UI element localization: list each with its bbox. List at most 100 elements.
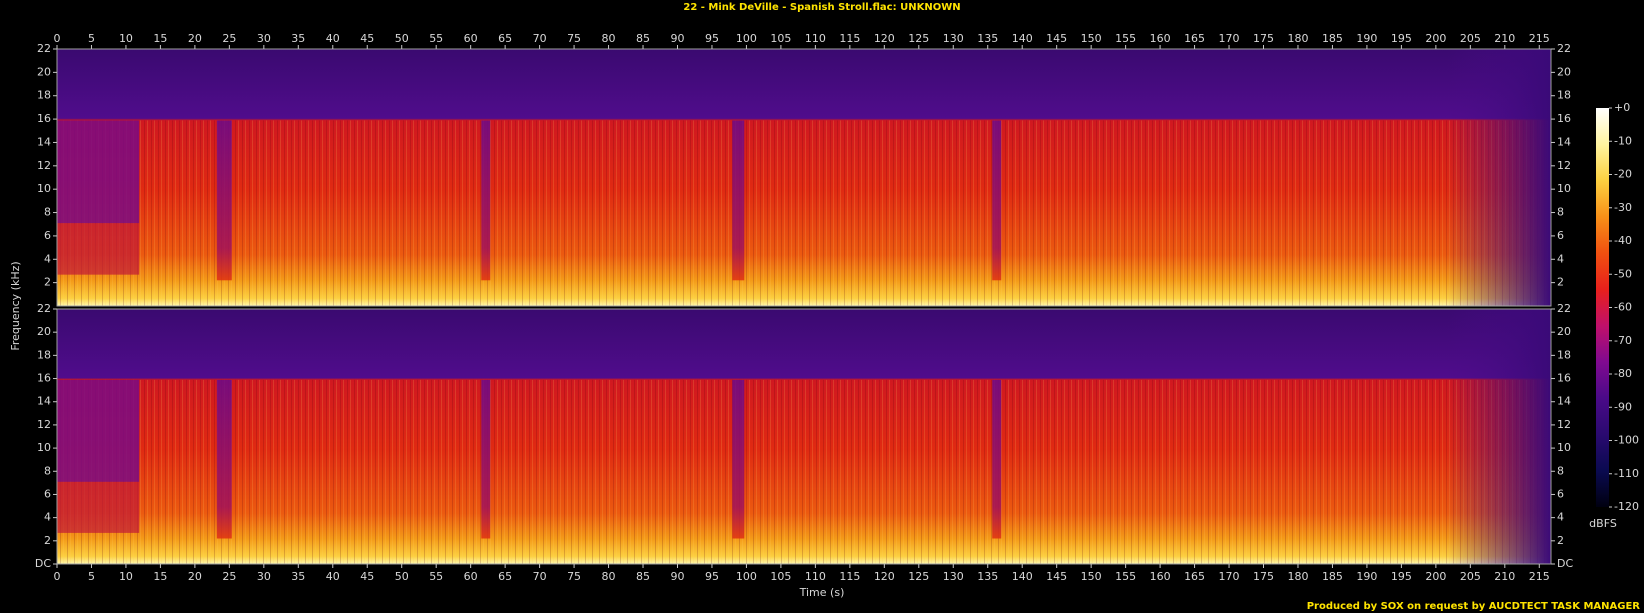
x-tick-label: 190 [1356, 32, 1377, 45]
x-tick-label: 125 [908, 32, 929, 45]
y-tick-label: 14 [37, 135, 51, 148]
x-tick-label: 20 [188, 32, 202, 45]
x-tick-label: 40 [326, 570, 340, 583]
y-axis-label: Frequency (kHz) [9, 261, 22, 350]
x-tick-label: 0 [54, 570, 61, 583]
x-tick-label: 175 [1253, 32, 1274, 45]
y-tick-label: 22 [1557, 302, 1571, 315]
y-tick-label: 2 [44, 276, 51, 289]
x-tick-label: 105 [770, 32, 791, 45]
spectrogram-texture [57, 379, 1551, 564]
y-tick-label: 6 [1557, 229, 1564, 242]
x-tick-label: 145 [1046, 32, 1067, 45]
x-tick-label: 195 [1391, 570, 1412, 583]
y-tick-label: 14 [37, 395, 51, 408]
spectrogram-gap [732, 379, 745, 539]
x-tick-label: 135 [977, 32, 998, 45]
x-tick-label: 45 [360, 570, 374, 583]
x-tick-label: 50 [395, 32, 409, 45]
x-tick-label: 30 [257, 32, 271, 45]
colorbar-tick-label: -20 [1614, 168, 1632, 181]
y-tick-label: 18 [1557, 348, 1571, 361]
x-tick-label: 175 [1253, 570, 1274, 583]
x-tick-label: 135 [977, 570, 998, 583]
x-tick-label: 165 [1184, 32, 1205, 45]
footer: Produced by SOX on request by AUCDTECT T… [1307, 601, 1641, 612]
x-tick-label: 155 [1115, 32, 1136, 45]
y-tick-label: 6 [44, 229, 51, 242]
colorbar-tick-label: -60 [1614, 301, 1632, 314]
x-tick-label: 165 [1184, 570, 1205, 583]
x-tick-label: 190 [1356, 570, 1377, 583]
y-tick-label: 22 [37, 42, 51, 55]
x-tick-label: 30 [257, 570, 271, 583]
x-tick-label: 170 [1219, 32, 1240, 45]
colorbar-tick-label: -50 [1614, 267, 1632, 280]
x-tick-label: 95 [705, 32, 719, 45]
colorbar-tick-label: -100 [1614, 434, 1639, 447]
x-tick-label: 60 [464, 32, 478, 45]
x-tick-label: 210 [1494, 32, 1515, 45]
x-tick-label: 5 [88, 570, 95, 583]
spectrogram-gap [216, 379, 232, 539]
x-tick-label: 215 [1529, 32, 1550, 45]
x-tick-label: 0 [54, 32, 61, 45]
y-tick-label: 2 [1557, 534, 1564, 547]
y-tick-label: 16 [37, 112, 51, 125]
y-tick-label: 8 [1557, 464, 1564, 477]
y-tick-label: 10 [1557, 441, 1571, 454]
x-tick-label: 35 [291, 32, 305, 45]
x-tick-label: 50 [395, 570, 409, 583]
x-tick-label: 130 [943, 570, 964, 583]
spectrogram-panels [56, 48, 1552, 565]
y-tick-label: 8 [1557, 206, 1564, 219]
x-tick-label: 10 [119, 570, 133, 583]
y-tick-label: 4 [1557, 511, 1564, 524]
y-tick-label: 18 [37, 348, 51, 361]
x-tick-label: 65 [498, 32, 512, 45]
x-tick-label: 45 [360, 32, 374, 45]
spectrogram-texture [57, 120, 1551, 306]
x-tick-label: 15 [153, 32, 167, 45]
x-tick-label: 55 [429, 570, 443, 583]
y-tick-label: 2 [44, 534, 51, 547]
y-tick-label: 4 [44, 511, 51, 524]
colorbar-tick-label: +0 [1614, 101, 1630, 114]
plot-frame [56, 308, 1552, 565]
x-tick-label: 90 [670, 570, 684, 583]
y-tick-label: 22 [1557, 42, 1571, 55]
spectrogram-gap [992, 379, 1002, 539]
y-tick-label: 6 [1557, 487, 1564, 500]
y-tick-label: 22 [37, 302, 51, 315]
spectrogram-gap [216, 120, 232, 281]
spectrogram-gap [481, 120, 491, 281]
x-tick-label: 215 [1529, 570, 1550, 583]
colorbar-tick-label: -10 [1614, 134, 1632, 147]
colorbar-tick-label: -30 [1614, 201, 1632, 214]
y-tick-label: 16 [1557, 372, 1571, 385]
x-tick-label: 140 [1012, 32, 1033, 45]
x-tick-label: 200 [1425, 570, 1446, 583]
x-tick-label: 155 [1115, 570, 1136, 583]
y-tick-label: 18 [37, 89, 51, 102]
y-tick-label: 6 [44, 487, 51, 500]
x-tick-label: 100 [736, 32, 757, 45]
x-tick-label: 205 [1460, 32, 1481, 45]
y-tick-label: 12 [1557, 159, 1571, 172]
y-tick-label: DC [35, 557, 51, 570]
chart-title: 22 - Mink DeVille - Spanish Stroll.flac:… [683, 2, 960, 13]
colorbar-tick-label: -110 [1614, 467, 1639, 480]
x-tick-label: 185 [1322, 570, 1343, 583]
x-tick-label: 110 [805, 32, 826, 45]
y-tick-label: 2 [1557, 276, 1564, 289]
x-tick-label: 130 [943, 32, 964, 45]
x-tick-label: 195 [1391, 32, 1412, 45]
x-tick-label: 200 [1425, 32, 1446, 45]
x-tick-label: 25 [222, 32, 236, 45]
colorbar-tick-label: -120 [1614, 500, 1639, 513]
x-axis-label: Time (s) [799, 586, 845, 599]
x-tick-label: 100 [736, 570, 757, 583]
y-tick-label: 8 [44, 464, 51, 477]
